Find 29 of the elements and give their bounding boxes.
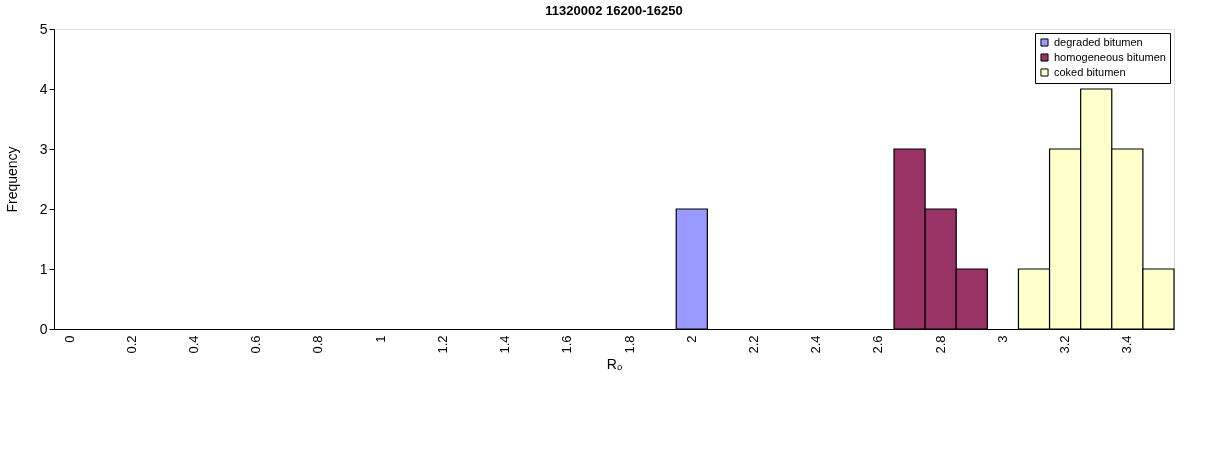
- x-tick-label: 0.2: [123, 335, 139, 354]
- y-tick-label: 2: [39, 200, 48, 217]
- y-axis-title: Frequency: [3, 146, 20, 213]
- x-tick-label: 3: [994, 335, 1010, 343]
- x-tick-label: 3.2: [1057, 335, 1073, 354]
- x-tick-label: 1.8: [621, 335, 637, 354]
- x-tick-label: 2.2: [746, 335, 761, 354]
- x-tick-label: 1: [372, 335, 388, 343]
- x-axis-title: Rₒ: [606, 355, 623, 372]
- legend-label: coked bitumen: [1054, 65, 1126, 78]
- x-tick-label: 0.4: [186, 335, 201, 354]
- x-tick-label: 1.4: [497, 335, 513, 354]
- y-tick-label: 3: [39, 140, 48, 157]
- x-tick-label: 0.8: [310, 335, 326, 354]
- x-tick-label: 2.4: [808, 335, 824, 354]
- y-tick-label: 4: [39, 80, 48, 97]
- x-tick-label: 0.6: [248, 335, 264, 354]
- x-tick-label: 3.4: [1119, 335, 1135, 354]
- x-tick-label: 2.6: [870, 335, 886, 354]
- x-tick-label: 0: [61, 335, 77, 343]
- chart-title: 11320002 16200-16250: [545, 3, 683, 18]
- legend-label: homogeneous bitumen: [1054, 50, 1166, 63]
- legend-label: degraded bitumen: [1054, 35, 1143, 48]
- y-tick-label: 1: [39, 260, 48, 277]
- y-tick-label: 5: [39, 20, 48, 37]
- x-tick-label: 1.2: [434, 335, 450, 354]
- x-tick-label: 1.6: [559, 335, 575, 354]
- x-tick-label: 2.8: [932, 335, 948, 354]
- x-tick-label: 2: [683, 335, 699, 343]
